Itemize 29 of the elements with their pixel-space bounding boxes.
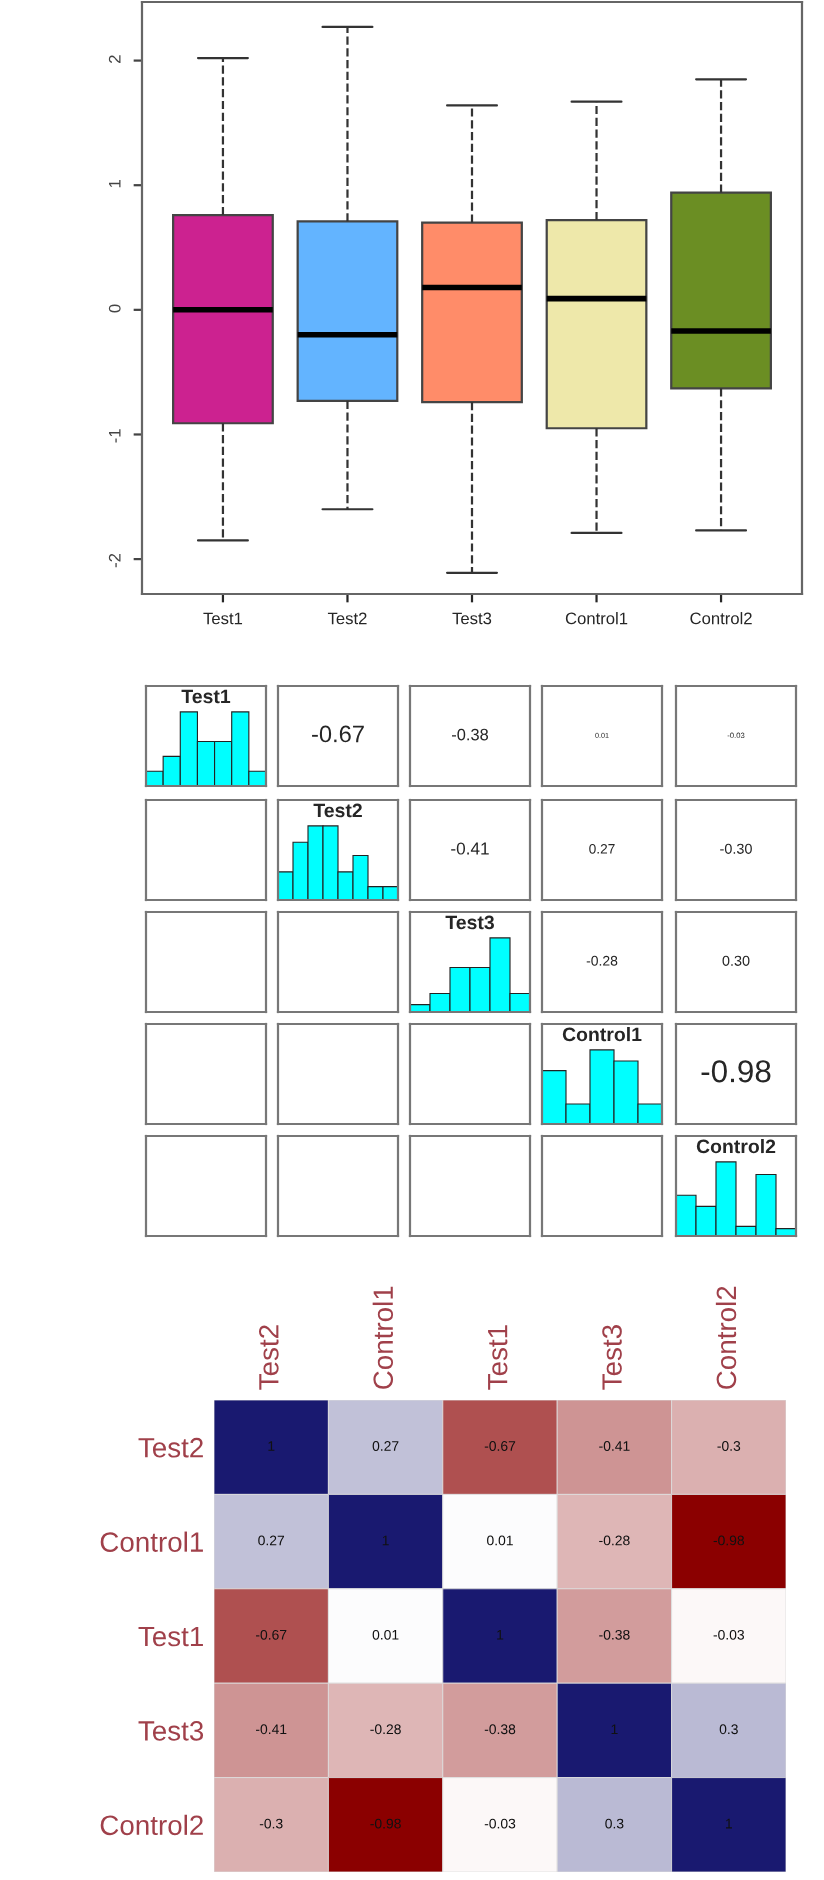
text: -0.98 — [701, 1060, 771, 1083]
y-tick-label: 0 — [108, 304, 121, 313]
y-tick-label: Control1 — [100, 1531, 203, 1552]
chart-title: Test1 — [181, 689, 231, 704]
x-tick-label: Test2 — [258, 1325, 279, 1390]
text: -0.41 — [451, 842, 489, 855]
y-tick-label: Control2 — [100, 1814, 203, 1836]
x-tick-label: Test3 — [602, 1325, 622, 1390]
x-tick-label: Test1 — [488, 1325, 508, 1390]
x-tick-label: Control1 — [565, 612, 628, 625]
x-tick-label: Test3 — [452, 612, 492, 625]
text: -0.67 — [312, 725, 364, 743]
chart-title: Control1 — [562, 1027, 642, 1042]
chart-title: Test3 — [445, 915, 494, 930]
y-tick-label: Test2 — [138, 1437, 203, 1458]
y-tick-label: Test1 — [138, 1626, 203, 1647]
y-tick-label: 1 — [109, 179, 121, 188]
x-tick-label: Control2 — [690, 612, 752, 625]
y-tick-label: Test3 — [138, 1721, 204, 1741]
text: -0.38 — [451, 728, 489, 741]
x-tick-label: Test1 — [203, 612, 243, 625]
chart-title: Control2 — [696, 1139, 776, 1154]
y-tick-label: -2 — [108, 553, 121, 568]
x-tick-label: Control1 — [372, 1286, 394, 1389]
y-tick-label: -1 — [109, 429, 121, 443]
chart-title: Test2 — [313, 803, 362, 818]
x-tick-label: Test2 — [327, 612, 367, 625]
y-tick-label: 2 — [108, 55, 121, 63]
x-tick-label: Control2 — [715, 1286, 737, 1389]
